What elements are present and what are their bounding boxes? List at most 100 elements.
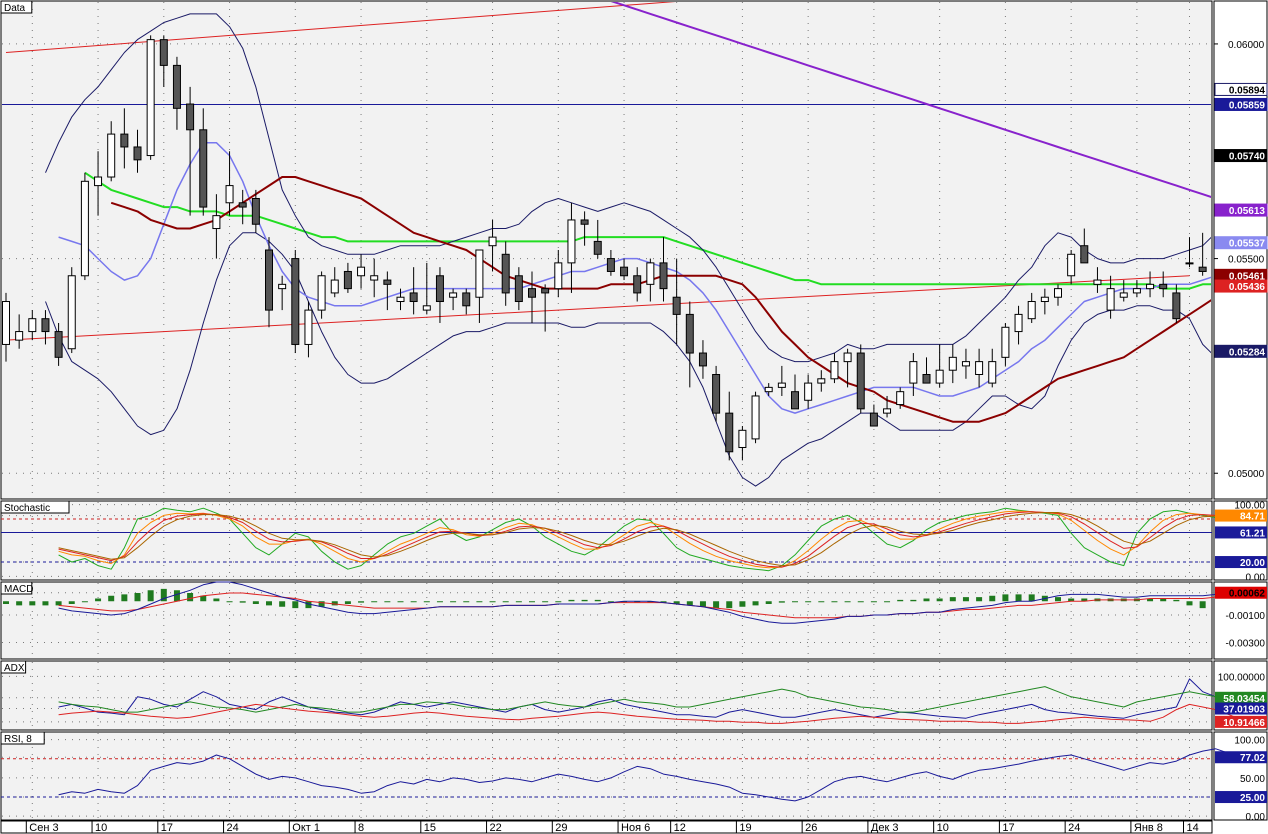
macd-histogram-bar bbox=[29, 601, 36, 606]
macd-histogram-bar bbox=[95, 598, 102, 602]
candle bbox=[15, 314, 24, 349]
macd-histogram-bar bbox=[397, 601, 404, 603]
date-tick-label: 10 bbox=[95, 822, 107, 834]
candle-body bbox=[251, 197, 260, 225]
candle bbox=[67, 267, 76, 354]
macd-histogram-bar bbox=[673, 601, 680, 604]
main-axis-area bbox=[1213, 0, 1268, 500]
candle bbox=[304, 301, 313, 358]
macd-histogram-bar bbox=[515, 601, 522, 603]
macd-histogram-bar bbox=[502, 601, 509, 603]
candle bbox=[501, 241, 510, 306]
candle-body bbox=[554, 262, 563, 290]
candle bbox=[791, 374, 799, 410]
candle bbox=[712, 365, 721, 422]
trend-line-1[interactable] bbox=[5, 0, 795, 54]
candle bbox=[685, 301, 694, 388]
candle bbox=[212, 194, 221, 259]
candle bbox=[107, 121, 116, 182]
date-tick-label: 12 bbox=[674, 822, 686, 834]
candle bbox=[54, 322, 63, 366]
date-tick-label: 17 bbox=[161, 822, 173, 834]
price-badge: 0.05436 bbox=[1214, 279, 1268, 293]
main-y-tick-label: 0.06000 bbox=[1228, 40, 1265, 51]
macd-histogram-bar bbox=[976, 597, 983, 602]
macd-histogram-bar bbox=[279, 601, 286, 607]
macd-histogram-bar bbox=[910, 599, 917, 602]
candle-body bbox=[1067, 253, 1076, 277]
candle-body bbox=[238, 202, 247, 208]
macd-histogram-bar bbox=[805, 601, 812, 603]
trend-line-2[interactable] bbox=[5, 275, 1190, 341]
candle-body bbox=[764, 386, 773, 393]
candle-body bbox=[1040, 296, 1049, 303]
candle bbox=[567, 202, 576, 293]
candle-body bbox=[791, 391, 799, 410]
macd-histogram-bar bbox=[331, 601, 338, 606]
price-badge-bg bbox=[1214, 82, 1268, 96]
price-badge: 0.05740 bbox=[1214, 149, 1268, 163]
macd-histogram-bar bbox=[1068, 598, 1075, 602]
candle-body bbox=[1198, 266, 1207, 272]
adx-series-3 bbox=[58, 703, 1256, 724]
candle bbox=[883, 395, 892, 418]
macd-histogram-bar bbox=[68, 601, 75, 604]
candle-body bbox=[357, 266, 366, 277]
candle bbox=[449, 288, 458, 311]
macd-histogram-bar bbox=[962, 597, 969, 602]
candle-body bbox=[567, 219, 576, 264]
macd-histogram-bar bbox=[568, 599, 575, 602]
candle-body bbox=[304, 309, 313, 345]
candle-body bbox=[948, 356, 957, 371]
adx-pane: ADX bbox=[0, 660, 1268, 731]
candle-body bbox=[988, 361, 997, 384]
adx-series-1 bbox=[58, 678, 1256, 719]
candle-body bbox=[1027, 301, 1036, 320]
date-tick-label: 19 bbox=[739, 822, 751, 834]
rsi-badge-bg bbox=[1215, 751, 1267, 764]
candle bbox=[80, 172, 89, 281]
candle-body bbox=[120, 133, 129, 148]
candle-body bbox=[738, 429, 747, 448]
candle bbox=[580, 211, 589, 246]
macd-histogram-bar bbox=[489, 601, 496, 603]
adx-series-2 bbox=[58, 686, 1256, 713]
macd-histogram-bar bbox=[765, 601, 772, 604]
macd-histogram-bar bbox=[989, 595, 996, 602]
candle-body bbox=[330, 279, 339, 294]
candle bbox=[146, 35, 155, 160]
candle-body bbox=[1146, 283, 1155, 290]
candle bbox=[514, 267, 523, 311]
macd-histogram-bar bbox=[857, 601, 864, 603]
candle-body bbox=[212, 215, 221, 230]
candle-body bbox=[1093, 279, 1102, 285]
macd-histogram-bar bbox=[42, 601, 49, 606]
macd-histogram-bar bbox=[936, 598, 943, 602]
candle-body bbox=[975, 361, 984, 376]
candle bbox=[1172, 284, 1181, 323]
candle-body bbox=[514, 275, 523, 303]
macd-signal-line bbox=[58, 592, 1256, 619]
candle bbox=[606, 250, 615, 276]
date-tick-label: 26 bbox=[805, 822, 817, 834]
macd-histogram-bar bbox=[358, 601, 365, 603]
macd-line bbox=[58, 581, 1256, 624]
candle bbox=[593, 219, 602, 259]
rsi-axis-area bbox=[1213, 731, 1268, 821]
macd-histogram-bar bbox=[884, 601, 891, 603]
main-plot-area bbox=[0, 0, 1213, 500]
candle-body bbox=[541, 288, 550, 294]
candle bbox=[646, 258, 655, 302]
price-badge-text: 0.05284 bbox=[1229, 347, 1266, 358]
date-tick-label: Сен 3 bbox=[29, 822, 58, 834]
candle bbox=[343, 262, 352, 293]
adx-title: ADX bbox=[4, 663, 25, 674]
macd-histogram-bar bbox=[436, 601, 443, 603]
candle bbox=[988, 348, 997, 388]
macd-histogram-bar bbox=[3, 601, 9, 604]
candle-body bbox=[817, 378, 826, 384]
candle bbox=[1119, 280, 1128, 302]
adx-y-tick-label: 100.00000 bbox=[1218, 672, 1266, 683]
candle-body bbox=[1159, 283, 1168, 290]
candle-body bbox=[409, 292, 418, 303]
